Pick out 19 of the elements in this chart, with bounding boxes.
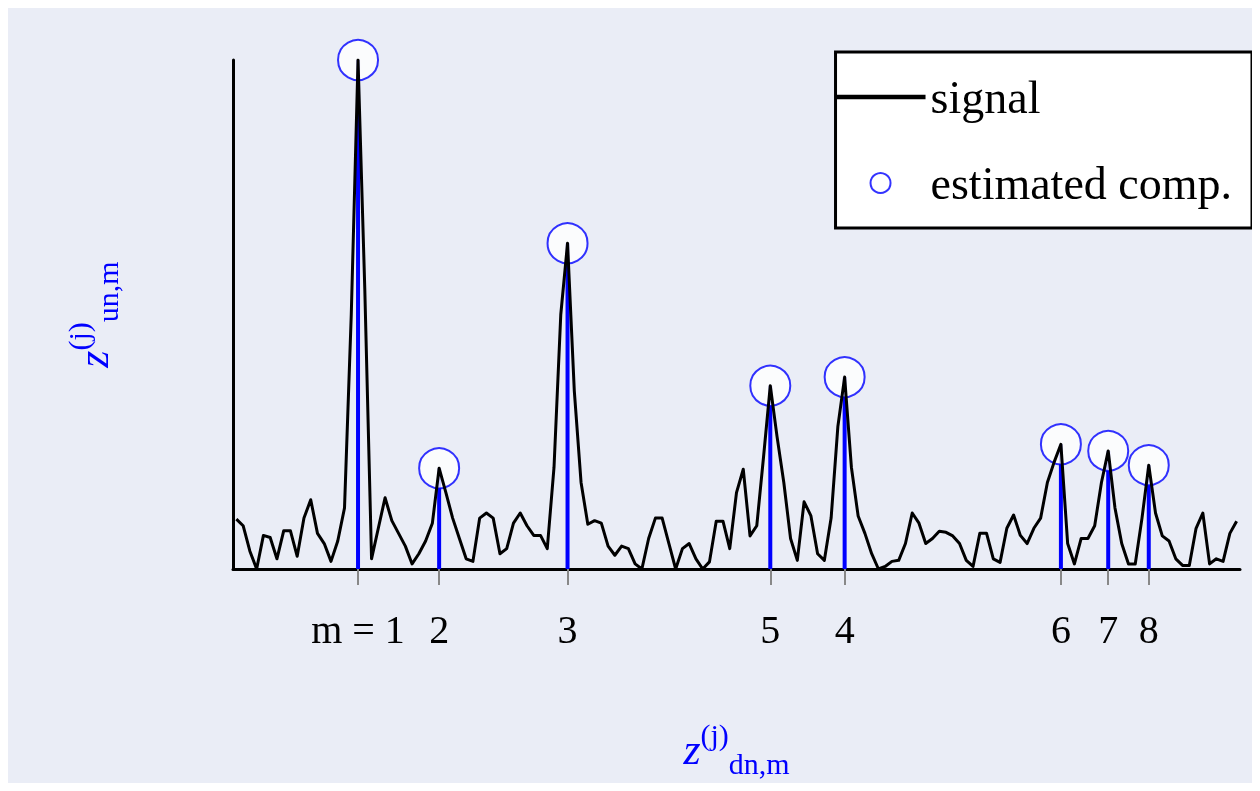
x-tick-label: 8 (1138, 606, 1159, 652)
point (546, 222, 589, 265)
x-tick-label: 5 (760, 606, 781, 652)
point (418, 447, 461, 490)
x-tick-label: 7 (1098, 606, 1119, 652)
point (1039, 423, 1082, 466)
x-tick-label: m = 1 (311, 606, 405, 652)
point (1127, 444, 1170, 487)
legend-label: signal (930, 71, 1041, 123)
point (823, 356, 866, 399)
y-axis-title: z(j)un,m (61, 261, 124, 369)
point (337, 39, 380, 81)
x-tick-label: 2 (429, 606, 450, 652)
x-tick-label: 6 (1050, 606, 1071, 652)
legend-label: estimated comp. (930, 157, 1233, 209)
x-tick-label: 4 (834, 606, 855, 652)
x-tick-label: 3 (557, 606, 578, 652)
point (1087, 429, 1130, 472)
point (749, 364, 792, 407)
